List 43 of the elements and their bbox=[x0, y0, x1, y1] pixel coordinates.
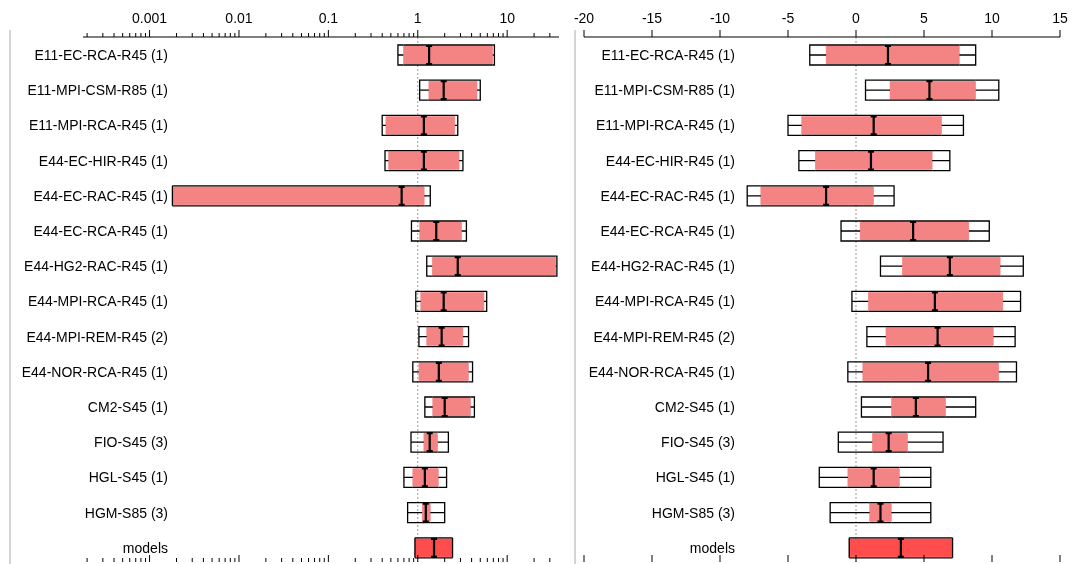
x-tick-label: -10 bbox=[709, 10, 731, 26]
x-tick-label: 1 bbox=[413, 10, 422, 26]
y-tick-label: E44-EC-RAC-R45 (1) bbox=[600, 187, 735, 204]
y-tick-label: HGM-S85 (3) bbox=[84, 504, 168, 521]
x-tick-label: -20 bbox=[573, 10, 595, 26]
y-tick-label: FIO-S45 (3) bbox=[661, 434, 735, 451]
y-tick-label: models bbox=[689, 539, 735, 556]
y-tick-label: E44-MPI-REM-R45 (2) bbox=[593, 328, 735, 345]
x-tick-label: 0.001 bbox=[132, 10, 168, 26]
x-tick-label: 15 bbox=[1052, 10, 1068, 26]
y-tick-label: E44-MPI-REM-R45 (2) bbox=[26, 328, 168, 345]
y-tick-label: HGL-S45 (1) bbox=[88, 469, 168, 486]
y-tick-label: E44-EC-RCA-R45 (1) bbox=[600, 223, 735, 239]
y-tick-label: E44-NOR-RCA-R45 (1) bbox=[21, 363, 168, 380]
y-tick-label: E44-HG2-RAC-R45 (1) bbox=[24, 258, 168, 275]
y-tick-label: models bbox=[122, 539, 168, 556]
y-tick-label: E44-HG2-RAC-R45 (1) bbox=[591, 258, 735, 275]
y-tick-label: E11-MPI-CSM-R85 (1) bbox=[27, 82, 168, 99]
y-tick-label: CM2-S45 (1) bbox=[654, 399, 735, 415]
y-tick-label: HGL-S45 (1) bbox=[655, 469, 735, 486]
y-tick-label: E11-MPI-CSM-R85 (1) bbox=[594, 82, 735, 99]
x-tick-label: -5 bbox=[781, 10, 795, 26]
y-tick-label: E11-EC-RCA-R45 (1) bbox=[601, 47, 735, 63]
y-tick-label: HGM-S85 (3) bbox=[651, 504, 735, 521]
y-tick-label: FIO-S45 (3) bbox=[94, 434, 168, 451]
y-tick-label: E11-EC-RCA-R45 (1) bbox=[34, 47, 168, 63]
y-tick-label: E44-EC-HIR-R45 (1) bbox=[38, 152, 168, 169]
y-tick-label: E11-MPI-RCA-R45 (1) bbox=[29, 117, 168, 134]
y-tick-label: E11-MPI-RCA-R45 (1) bbox=[596, 117, 735, 134]
y-tick-label: E44-EC-RAC-R45 (1) bbox=[33, 187, 168, 204]
y-tick-label: E44-MPI-RCA-R45 (1) bbox=[27, 293, 168, 310]
x-tick-label: 10 bbox=[499, 10, 516, 26]
x-tick-label: -15 bbox=[641, 10, 663, 26]
y-tick-label: E44-MPI-RCA-R45 (1) bbox=[594, 293, 735, 310]
x-tick-label: 0 bbox=[852, 10, 861, 26]
x-tick-label: 10 bbox=[984, 10, 1000, 26]
y-tick-label: E44-NOR-RCA-R45 (1) bbox=[588, 363, 735, 380]
y-tick-label: E44-EC-HIR-R45 (1) bbox=[605, 152, 735, 169]
x-tick-label: 5 bbox=[920, 10, 929, 26]
y-tick-label: E44-EC-RCA-R45 (1) bbox=[33, 223, 168, 239]
y-tick-label: CM2-S45 (1) bbox=[87, 399, 168, 415]
x-tick-label: 0.01 bbox=[225, 10, 253, 26]
x-tick-label: 0.1 bbox=[318, 10, 339, 26]
